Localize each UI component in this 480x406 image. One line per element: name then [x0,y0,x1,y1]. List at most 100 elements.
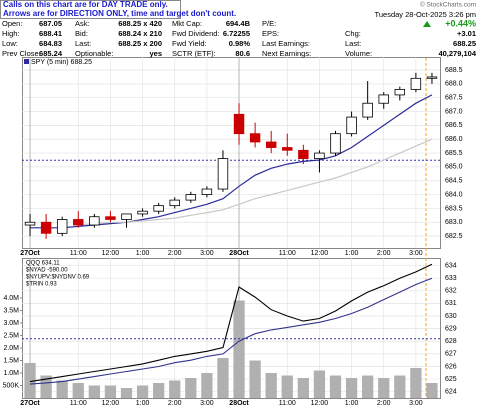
y-tick-label: 684.0 [445,191,463,198]
y2-tick-label: 626 [445,363,457,370]
x-tick-label: 3:00 [409,250,423,257]
volume-bar [313,370,326,398]
candle-body [40,221,52,234]
y-tick-label: 684.5 [445,178,463,185]
legend-label: $NYUPV:$NYDNV 0.69 [26,275,90,281]
x-tick-label: 1:00 [345,400,359,406]
quote-label: EPS: [262,29,279,38]
y-tick-label: 686.5 [445,122,463,129]
quote-value: 688.25 x 200 [118,39,162,48]
quote-value: 687.05 [39,19,62,28]
date: Tuesday 28-Oct-2025 3:26 pm [375,10,476,19]
x-tick-label: 27Oct [20,400,40,406]
candle-body [137,210,148,215]
y-tick-label: 2.5M [3,332,19,339]
quote-label: Open: [2,19,22,28]
y-tick-label: 683.5 [445,205,463,212]
quote-label: Chg: [345,29,361,38]
x-tick-label: 11:00 [279,400,296,406]
quote-value: 6.72255 [223,29,250,38]
legend-swatch [24,59,29,64]
quote-value: 0.98% [229,39,251,48]
legend-label: $NYAD -590.00 [26,268,68,274]
quote-label: Last Earnings: [262,39,310,48]
volume-bar [153,383,165,398]
y2-tick-label: 633 [445,275,457,282]
volume-bar [362,375,374,398]
x-tick-label: 11:00 [70,250,87,257]
candle-body [217,158,229,190]
quote-value: 688.24 x 210 [118,29,162,38]
quote-label: SCTR (ETF): [172,49,216,58]
candle-body [169,199,180,207]
candle-body [24,221,36,226]
volume-bar [24,363,36,398]
y-tick-label: 686.0 [445,136,463,143]
y2-tick-label: 629 [445,325,457,332]
quote-value: 80.6 [235,49,250,58]
volume-bar [426,383,438,398]
candle-body [105,216,116,220]
x-tick-label: 12:00 [102,250,120,257]
quote-label: Last: [345,39,361,48]
y2-tick-label: 624 [445,389,457,396]
candle-body [185,194,197,201]
x-tick-label: 3:00 [200,400,214,406]
quote-label: Fwd Dividend: [172,29,220,38]
volume-bar [345,378,358,398]
quote-value: 40,279,104 [438,49,476,58]
y-tick-label: 1.5M [3,357,19,364]
legend-label: SPY (5 min) 688.25 [31,59,92,66]
note: Calls on this chart are for DAY TRADE on… [3,0,168,9]
volume-bar [265,373,277,398]
quote-value: yes [149,49,162,58]
y-tick-label: 685.0 [445,164,463,171]
candle-body [89,216,100,226]
candle-body [121,213,132,220]
x-tick-label: 2:00 [377,250,391,257]
x-tick-label: 12:00 [311,400,329,406]
candle-body [362,102,373,118]
volume-bar [185,378,197,398]
y2-tick-label: 634 [445,262,457,269]
volume-bar [297,378,309,398]
note: Arrows are for DIRECTION ONLY, time and … [3,9,236,18]
x-tick-label: 2:00 [168,250,182,257]
candle-body [282,147,293,151]
volume-bar [136,385,149,398]
price-line [29,277,433,385]
quote-value: 685.24 [39,49,63,58]
quote-value: 694.4B [226,19,251,28]
legend-label: QQQ 634.11 [26,261,60,267]
candle-body [56,219,68,234]
volume-bar [233,300,245,398]
candle-body [73,219,84,226]
source: © StockCharts.com [420,1,476,9]
quote-label: Next Earnings: [262,49,311,58]
quote-label: Optionable: [75,49,113,58]
y-tick-label: 685.5 [445,150,463,157]
candle-body [330,133,341,154]
quote-label: Mkt Cap: [172,19,202,28]
quote-label: Ask: [75,19,90,28]
volume-bar [169,380,181,398]
x-tick-label: 28Oct [229,250,249,257]
up-arrow [423,21,431,27]
quote-value: 688.41 [39,29,62,38]
y-tick-label: 683.0 [445,219,463,226]
change-percent: +0.44% [445,18,476,28]
y-tick-label: 687.0 [445,108,463,115]
x-tick-label: 3:00 [409,400,423,406]
y-tick-label: 500K [3,382,20,389]
y2-tick-label: 627 [445,351,457,358]
quote-label: Last: [75,39,91,48]
candle-body [426,76,438,79]
volume-bar [88,385,100,398]
candle-body [201,188,213,195]
legend-label: $TRIN 0.93 [26,282,57,288]
quote-label: Volume: [345,49,372,58]
volume-bar [394,375,406,398]
candle-body [249,133,261,143]
notes-box [0,0,181,19]
